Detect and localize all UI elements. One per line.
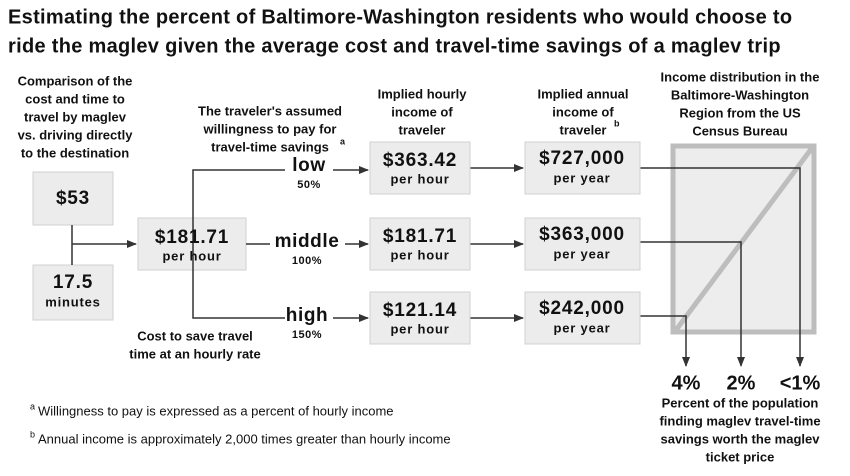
annual-income-box [524, 141, 641, 195]
hourly-income-unit: per hour [390, 321, 449, 336]
column-header: The traveler's assumed [198, 103, 342, 118]
arrow [640, 241, 745, 367]
hourly-cost-unit: per hour [162, 248, 221, 263]
cost-box [32, 171, 114, 226]
column-header: Baltimore-Washington [671, 87, 809, 102]
caption: savings worth the maglev [661, 431, 821, 446]
superscript: b [614, 118, 620, 128]
column-header: traveler [560, 122, 607, 137]
hourly-income-box [369, 217, 471, 271]
column-header: income of [391, 104, 453, 119]
column-header: vs. driving directly [18, 127, 134, 142]
time-unit: minutes [45, 294, 100, 309]
column-header: cost and time to [25, 91, 125, 106]
column-header: income of [552, 104, 614, 119]
caption: Cost to save travel [137, 328, 253, 343]
time-value: 17.5 [53, 272, 93, 293]
footnote-marker: a [30, 401, 35, 411]
annual-income-unit: per year [554, 246, 611, 261]
caption: ticket price [706, 449, 775, 464]
column-header: traveler [399, 122, 446, 137]
column-header: Census Bureau [692, 123, 787, 138]
column-header: Region from the US [679, 105, 801, 120]
level-percent: 50% [297, 179, 321, 191]
column-header: Implied hourly [378, 86, 468, 101]
title: Estimating the percent of Baltimore-Wash… [8, 6, 792, 28]
annual-income-box [524, 217, 641, 271]
title: ride the maglev given the average cost a… [8, 35, 781, 57]
caption: time at an hourly rate [129, 346, 260, 361]
column-header: Implied annual [537, 86, 628, 101]
hourly-income-value: $121.14 [383, 300, 457, 321]
arrow [640, 167, 804, 367]
hourly-income-value: $181.71 [383, 226, 457, 247]
caption: finding maglev travel-time [659, 413, 820, 428]
hourly-income-unit: per hour [390, 171, 449, 186]
column-header: to the destination [21, 145, 129, 160]
annual-income-value: $727,000 [539, 148, 625, 169]
column-header: travel by maglev [24, 109, 127, 124]
hourly-income-value: $363.42 [383, 150, 457, 171]
caption: Percent of the population [662, 395, 819, 410]
hourly-income-box [369, 141, 471, 195]
level-name: middle [275, 231, 340, 252]
connector [192, 169, 285, 319]
time-box [32, 264, 114, 321]
result: <1% [780, 372, 821, 394]
level-name: low [292, 155, 325, 176]
level-percent: 100% [292, 255, 322, 267]
cost-value: $53 [56, 188, 90, 209]
hourly-cost-value: $181.71 [155, 227, 229, 248]
footnote: Annual income is approximately 2,000 tim… [38, 431, 451, 446]
footnote-marker: b [30, 429, 35, 439]
hourly-income-box [369, 291, 471, 345]
result: 2% [727, 372, 756, 394]
hourly-income-unit: per hour [390, 247, 449, 262]
footnote: Willingness to pay is expressed as a per… [38, 403, 394, 418]
distribution-curve [673, 146, 815, 332]
arrow [640, 315, 690, 367]
level-name: high [286, 305, 329, 326]
annual-income-unit: per year [554, 320, 611, 335]
connectors [32, 143, 817, 367]
column-header: willingness to pay for [203, 121, 337, 136]
annual-income-unit: per year [554, 170, 611, 185]
column-header: Income distribution in the [661, 69, 820, 84]
result: 4% [672, 372, 701, 394]
column-header: travel-time savings [211, 139, 329, 154]
annual-income-box [524, 291, 641, 345]
column-header: Comparison of the [18, 73, 133, 88]
annual-income-value: $363,000 [539, 224, 625, 245]
level-percent: 150% [292, 329, 322, 341]
annual-income-value: $242,000 [539, 298, 625, 319]
superscript: a [340, 136, 346, 146]
hourly-cost-box [137, 217, 247, 271]
